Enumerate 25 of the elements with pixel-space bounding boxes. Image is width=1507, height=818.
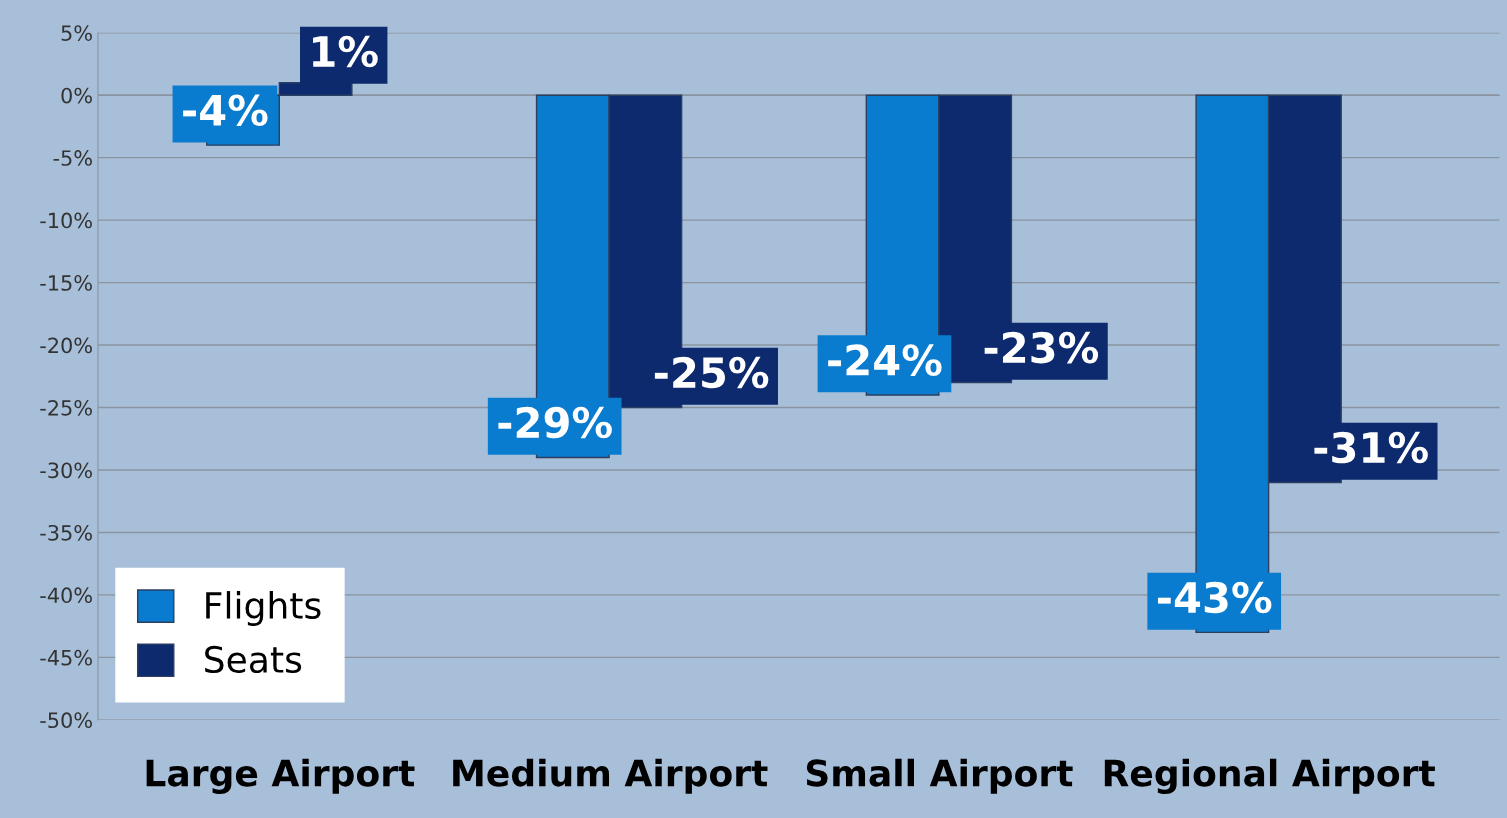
y-tick-label: -25% (40, 399, 92, 416)
x-tick-label: Regional Airport (1104, 758, 1435, 794)
data-label: -43% (1157, 581, 1272, 614)
x-tick-label: Large Airport (146, 758, 415, 794)
x-tick-label: Medium Airport (453, 758, 768, 794)
y-tick-label: -20% (40, 337, 92, 354)
data-label: -23% (984, 331, 1099, 364)
data-label: -29% (498, 406, 612, 439)
x-tick-label: Small Airport (806, 758, 1073, 794)
y-tick-label: -30% (40, 462, 92, 479)
y-tick-label: -40% (40, 587, 92, 604)
y-tick-label: 5% (61, 25, 92, 41)
y-tick-label: -50% (40, 712, 92, 729)
data-label: -31% (1314, 431, 1428, 464)
y-tick-label: -5% (53, 150, 92, 166)
data-label: -24% (828, 344, 942, 376)
data-label: -25% (654, 356, 769, 389)
y-tick-label: -10% (40, 212, 92, 229)
y-tick-label: -15% (40, 275, 92, 291)
y-tick-label: -45% (40, 649, 92, 666)
legend-label: Flights (206, 591, 321, 627)
y-tick-label: -35% (40, 524, 92, 541)
legend-label: Seats (205, 645, 302, 674)
data-label: 1% (313, 35, 378, 68)
y-tick-label: 0% (61, 87, 92, 104)
